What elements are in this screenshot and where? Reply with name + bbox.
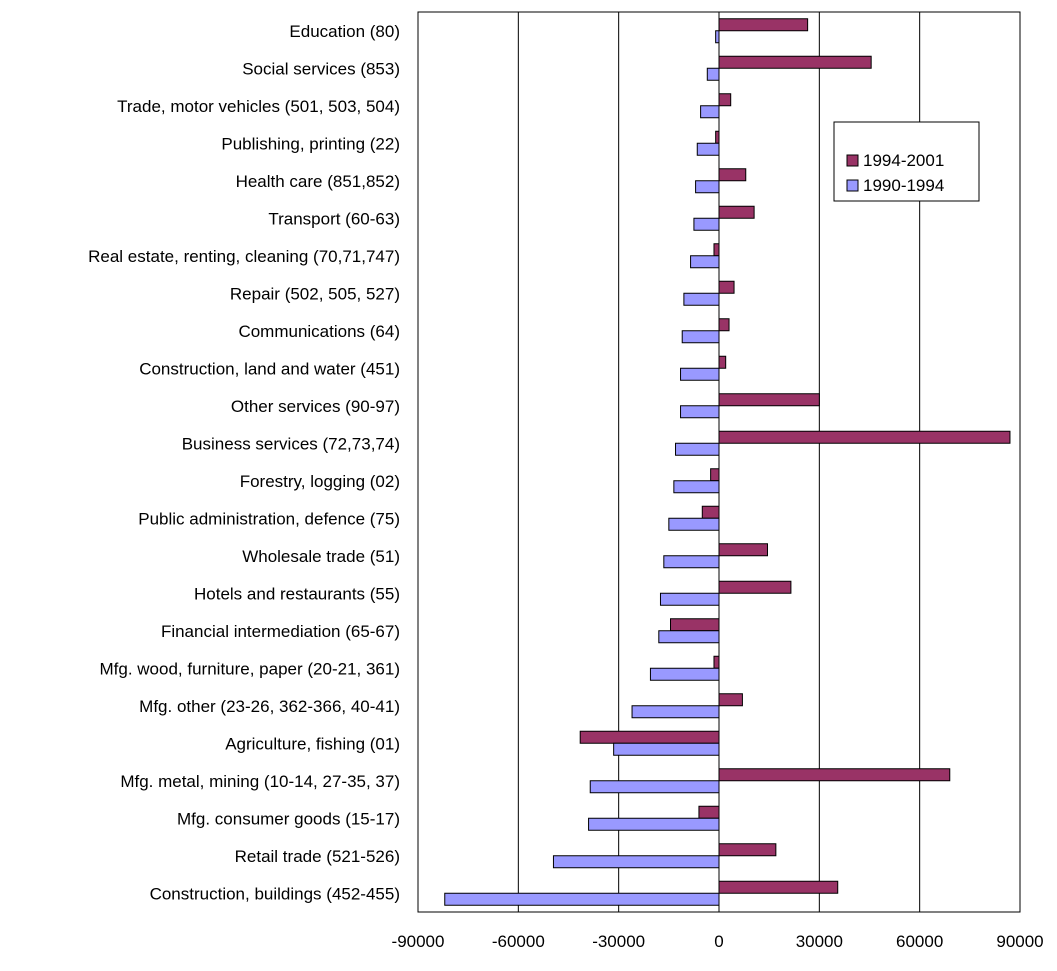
bar-1990-1994-mfg-other-23-26-362-366-40-41 [631, 705, 720, 719]
bar-1994-2001-other-services-90-97 [718, 393, 820, 407]
category-label: Business services (72,73,74) [182, 434, 400, 453]
bar-1994-2001-public-administration-defence-75 [701, 505, 720, 519]
category-label: Transport (60-63) [268, 209, 400, 228]
bar-1994-2001-real-estate-renting-cleaning-70-71-747 [713, 243, 720, 257]
bar-1994-2001-repair-502-505-527 [718, 280, 735, 294]
bar-1994-2001-business-services-72-73-74 [718, 430, 1011, 444]
bar-1994-2001-retail-trade-521-526 [718, 843, 777, 857]
category-label: Mfg. wood, furniture, paper (20-21, 361) [100, 659, 401, 678]
bar-1994-2001-mfg-consumer-goods-15-17 [698, 805, 720, 819]
x-tick-labels: -90000 -60000 -30000 0 30000 60000 90000 [392, 932, 1044, 951]
category-label: Public administration, defence (75) [138, 509, 400, 528]
category-label: Publishing, printing (22) [221, 134, 400, 153]
category-label: Social services (853) [242, 59, 400, 78]
category-label: Other services (90-97) [231, 397, 400, 416]
bar-1990-1994-social-services-853 [706, 67, 720, 81]
bar-1990-1994-transport-60-63 [693, 217, 720, 231]
category-label: Forestry, logging (02) [240, 472, 400, 491]
bar-1990-1994-real-estate-renting-cleaning-70-71-747 [690, 255, 720, 269]
category-label: Construction, land and water (451) [139, 359, 400, 378]
bar-1990-1994-mfg-wood-furniture-paper-20-21-361 [649, 667, 720, 681]
legend-swatch-1994-2001 [846, 154, 859, 167]
bar-1994-2001-trade-motor-vehicles-501-503-504 [718, 93, 732, 107]
bar-1994-2001-agriculture-fishing-01 [579, 730, 720, 744]
category-label: Hotels and restaurants (55) [194, 584, 400, 603]
bar-1994-2001-social-services-853 [718, 55, 872, 69]
bar-1994-2001-publishing-printing-22 [715, 130, 720, 144]
x-tick-label: 0 [714, 932, 723, 951]
category-label: Mfg. metal, mining (10-14, 27-35, 37) [120, 772, 400, 791]
category-label: Education (80) [289, 22, 400, 41]
bar-1994-2001-hotels-and-restaurants-55 [718, 580, 792, 594]
x-tick-label: -90000 [392, 932, 445, 951]
bar-1994-2001-transport-60-63 [718, 205, 755, 219]
bar-1990-1994-retail-trade-521-526 [552, 855, 720, 869]
plot-frame [417, 11, 1021, 913]
bar-1990-1994-communications-64 [681, 330, 720, 344]
bar-1990-1994-hotels-and-restaurants-55 [659, 592, 720, 606]
category-label: Repair (502, 505, 527) [230, 284, 400, 303]
bar-1990-1994-construction-land-and-water-451 [680, 367, 720, 381]
category-label: Retail trade (521-526) [235, 847, 400, 866]
category-label: Financial intermediation (65-67) [161, 622, 400, 641]
category-label: Health care (851,852) [236, 172, 400, 191]
category-label: Real estate, renting, cleaning (70,71,74… [88, 247, 400, 266]
bar-1994-2001-health-care-851-852 [718, 168, 747, 182]
bar-1994-2001-mfg-wood-furniture-paper-20-21-361 [713, 655, 720, 669]
category-label: Trade, motor vehicles (501, 503, 504) [117, 97, 400, 116]
bar-1990-1994-mfg-metal-mining-10-14-27-35-37 [589, 780, 720, 794]
x-tick-label: -30000 [592, 932, 645, 951]
bar-1994-2001-wholesale-trade-51 [718, 543, 768, 557]
bar-1994-2001-mfg-metal-mining-10-14-27-35-37 [718, 768, 951, 782]
bar-1990-1994-repair-502-505-527 [683, 292, 720, 306]
legend-label-1990-1994: 1990-1994 [863, 176, 944, 195]
bar-1990-1994-education-80 [715, 30, 720, 44]
bar-1990-1994-publishing-printing-22 [696, 142, 720, 156]
category-label: Mfg. other (23-26, 362-366, 40-41) [139, 697, 400, 716]
category-labels: Education (80) Social services (853) Trade… [88, 22, 400, 904]
x-tick-label: -60000 [492, 932, 545, 951]
category-label: Wholesale trade (51) [242, 547, 400, 566]
bar-1990-1994-agriculture-fishing-01 [613, 742, 720, 756]
legend-label-1994-2001: 1994-2001 [863, 151, 944, 170]
bar-1994-2001-construction-buildings-452-455 [718, 880, 839, 894]
bar-1990-1994-wholesale-trade-51 [663, 555, 720, 569]
bar-1990-1994-other-services-90-97 [680, 405, 720, 419]
x-tick-label: 30000 [796, 932, 843, 951]
category-label: Agriculture, fishing (01) [225, 734, 400, 753]
bar-1994-2001-financial-intermediation-65-67 [670, 618, 720, 632]
bar-1990-1994-financial-intermediation-65-67 [658, 630, 720, 644]
bar-1990-1994-construction-buildings-452-455 [444, 892, 720, 906]
legend: 1994-2001 1990-1994 [833, 121, 980, 202]
category-label: Construction, buildings (452-455) [150, 884, 400, 903]
bar-1994-2001-communications-64 [718, 318, 730, 332]
bar-1990-1994-health-care-851-852 [695, 180, 720, 194]
bar-1990-1994-public-administration-defence-75 [668, 517, 720, 531]
bar-1994-2001-construction-land-and-water-451 [718, 355, 727, 369]
bar-1990-1994-mfg-consumer-goods-15-17 [588, 817, 720, 831]
x-tick-label: 90000 [996, 932, 1043, 951]
bar-1994-2001-forestry-logging-02 [710, 468, 720, 482]
category-label: Mfg. consumer goods (15-17) [177, 809, 400, 828]
bar-1990-1994-trade-motor-vehicles-501-503-504 [700, 105, 720, 119]
bar-1994-2001-education-80 [718, 18, 809, 32]
legend-swatch-1990-1994 [846, 179, 859, 192]
bar-1990-1994-business-services-72-73-74 [675, 442, 720, 456]
bar-1994-2001-mfg-other-23-26-362-366-40-41 [718, 693, 743, 707]
category-label: Communications (64) [238, 322, 400, 341]
bar-1990-1994-forestry-logging-02 [673, 480, 720, 494]
x-tick-label: 60000 [896, 932, 943, 951]
